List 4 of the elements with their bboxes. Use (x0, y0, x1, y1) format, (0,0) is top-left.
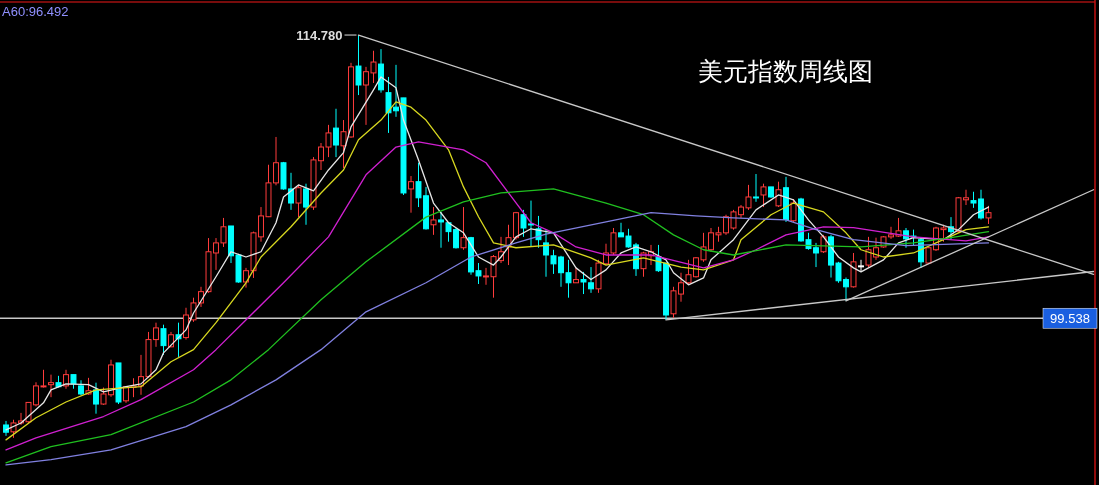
annotation: 114.780 (296, 28, 343, 44)
text: A60:96.492 (2, 4, 69, 19)
annotation: 99.538 (1050, 311, 1090, 327)
text: 美元指数周线图 (697, 57, 873, 85)
